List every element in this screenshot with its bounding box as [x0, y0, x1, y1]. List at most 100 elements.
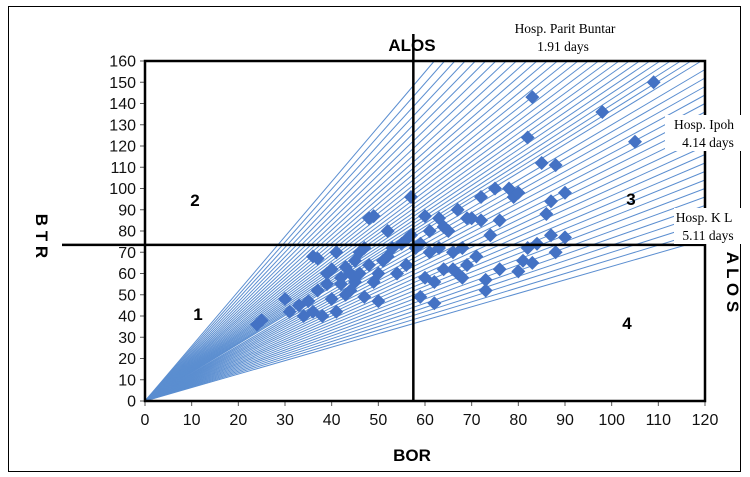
- x-tick-label: 50: [369, 412, 387, 429]
- y-tick-label: 30: [118, 330, 136, 347]
- quadrant-4-label: 4: [622, 314, 632, 333]
- data-point: [511, 264, 526, 279]
- data-point: [427, 296, 442, 311]
- data-point: [548, 245, 563, 260]
- y-tick-label: 80: [118, 224, 136, 241]
- data-point: [478, 283, 493, 298]
- annotation-bg-kl: [674, 208, 741, 244]
- alos-line: [144, 239, 706, 402]
- y-tick-label: 90: [118, 202, 136, 219]
- data-point: [357, 289, 372, 304]
- annotation-parit-buntar-name: Hosp. Parit Buntar: [515, 21, 616, 36]
- alos-line: [144, 60, 435, 402]
- alos-line: [144, 60, 599, 402]
- data-point: [492, 262, 507, 277]
- data-point: [646, 75, 661, 90]
- chart-frame: [8, 6, 741, 472]
- alos-line: [144, 171, 706, 402]
- data-point: [315, 309, 330, 323]
- alos-line: [144, 60, 579, 402]
- data-point: [399, 258, 414, 272]
- x-tick-label: 100: [598, 412, 625, 429]
- annotation-bg-parit-buntar: [500, 19, 632, 55]
- quadrant-1-label: 1: [193, 305, 202, 324]
- alos-line: [144, 94, 706, 402]
- alos-line: [144, 60, 569, 402]
- y-tick-label: 110: [110, 160, 136, 177]
- data-point: [390, 266, 404, 281]
- annotation-ipoh-days: 4.14 days: [682, 135, 734, 150]
- data-point: [371, 266, 386, 281]
- x-tick-label: 40: [323, 412, 341, 429]
- data-point: [422, 224, 437, 238]
- x-tick-label: 60: [416, 412, 434, 429]
- data-point: [558, 230, 572, 245]
- alos-line: [144, 60, 528, 402]
- data-point: [320, 277, 334, 292]
- annotation-kl-days: 5.11 days: [682, 228, 733, 243]
- data-point: [282, 304, 297, 319]
- alos-line: [144, 230, 706, 402]
- data-point: [492, 213, 507, 228]
- alos-line: [144, 60, 610, 402]
- y-tick-label: 150: [109, 75, 136, 92]
- right-axis-title: A L O S: [723, 252, 742, 312]
- alos-line: [144, 60, 476, 402]
- data-point: [413, 289, 428, 304]
- data-point: [474, 190, 488, 204]
- data-point: [301, 294, 316, 309]
- data-point: [595, 105, 610, 119]
- alos-line: [144, 60, 538, 402]
- y-tick-label: 70: [118, 245, 136, 262]
- data-point: [548, 158, 563, 173]
- data-point: [366, 209, 381, 224]
- alos-line: [144, 60, 671, 402]
- data-point: [478, 272, 493, 287]
- annotation-ipoh-name: Hosp. Ipoh: [674, 117, 734, 132]
- data-point: [329, 304, 344, 319]
- alos-line: [144, 222, 706, 402]
- annotation-bg-ipoh: [665, 115, 741, 151]
- x-tick-label: 90: [556, 412, 574, 429]
- y-tick-label: 140: [109, 96, 136, 113]
- data-point: [334, 277, 348, 292]
- x-tick-label: 70: [463, 412, 481, 429]
- alos-line: [144, 60, 466, 402]
- data-point: [352, 266, 367, 281]
- alos-line: [144, 120, 706, 402]
- data-point: [483, 228, 498, 243]
- data-point: [460, 258, 474, 272]
- data-point: [324, 292, 339, 306]
- data-point: [525, 255, 540, 270]
- data-points: [250, 75, 661, 332]
- alos-line: [144, 111, 706, 402]
- data-point: [371, 294, 386, 309]
- quadrant-2-label: 2: [190, 191, 199, 210]
- quadrant-3-label: 3: [626, 190, 635, 209]
- x-tick-label: 110: [646, 412, 672, 429]
- y-tick-label: 0: [127, 394, 136, 411]
- data-point: [469, 249, 484, 264]
- alos-line: [144, 60, 456, 402]
- y-tick-label: 50: [118, 287, 136, 304]
- y-tick-label: 130: [109, 117, 136, 134]
- data-point: [525, 90, 540, 105]
- x-axis-title: BOR: [393, 446, 431, 465]
- x-tick-label: 120: [692, 412, 719, 429]
- data-point: [628, 134, 642, 149]
- data-point: [455, 270, 470, 285]
- x-tick-label: 10: [183, 412, 201, 429]
- data-point: [362, 258, 376, 272]
- data-point: [441, 224, 456, 238]
- data-point: [310, 283, 325, 298]
- alos-line: [144, 137, 706, 402]
- x-tick-label: 30: [276, 412, 294, 429]
- data-point: [427, 275, 442, 289]
- alos-line: [144, 60, 548, 402]
- y-tick-label: 60: [118, 266, 136, 283]
- alos-line: [144, 60, 651, 402]
- data-point: [329, 245, 344, 260]
- y-tick-label: 40: [118, 309, 136, 326]
- y-tick-label: 160: [109, 54, 136, 71]
- alos-line: [144, 69, 706, 402]
